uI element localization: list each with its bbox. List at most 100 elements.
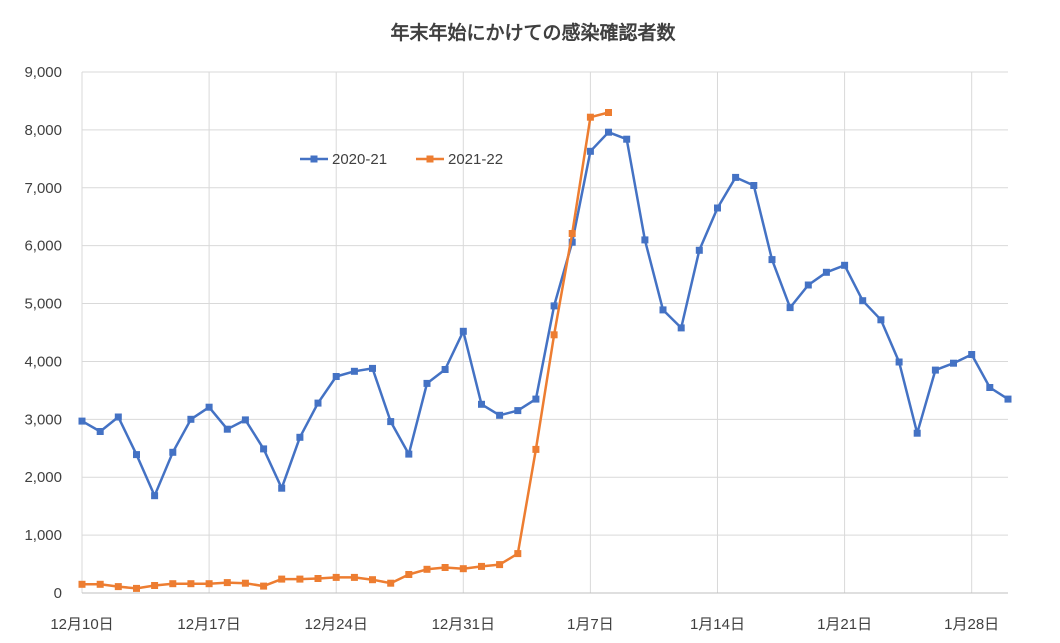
data-point	[223, 425, 231, 433]
data-point	[677, 324, 685, 332]
series-2020-21	[78, 128, 1012, 500]
data-point	[514, 550, 522, 558]
y-tick-label: 4,000	[24, 353, 62, 370]
data-point	[804, 281, 812, 289]
data-point	[96, 428, 104, 435]
data-point	[278, 484, 286, 492]
legend-marker	[426, 155, 434, 163]
data-point	[369, 576, 376, 584]
data-point	[768, 256, 776, 264]
y-tick-label: 8,000	[24, 122, 62, 139]
data-point	[496, 411, 504, 419]
data-point	[532, 395, 540, 403]
series-line	[81, 130, 1009, 497]
data-point	[169, 580, 177, 588]
data-point	[441, 564, 449, 571]
data-point	[877, 316, 885, 324]
data-point	[260, 445, 268, 453]
x-tick-label: 1月7日	[567, 616, 614, 633]
data-point	[350, 573, 358, 581]
data-point	[405, 571, 413, 578]
data-point	[968, 351, 976, 358]
series-line	[82, 111, 609, 590]
data-point	[459, 565, 467, 573]
x-tick-label: 12月24日	[305, 616, 368, 633]
data-point	[223, 579, 231, 587]
data-point	[605, 128, 612, 136]
data-point	[441, 366, 449, 373]
data-point	[822, 268, 830, 276]
series-2021-22	[78, 109, 612, 592]
data-point	[314, 575, 322, 582]
data-point	[532, 445, 540, 453]
data-point	[514, 407, 522, 415]
data-point	[478, 562, 485, 570]
data-point	[568, 230, 576, 237]
data-point	[314, 399, 322, 407]
data-point	[133, 451, 140, 459]
data-point	[423, 379, 431, 387]
data-point	[260, 582, 268, 590]
x-tick-label: 1月14日	[690, 616, 745, 633]
data-point	[605, 109, 612, 116]
data-point	[986, 384, 994, 391]
data-point	[895, 358, 903, 366]
legend-item: 2020-21	[300, 151, 387, 168]
data-point	[786, 304, 794, 312]
data-point	[151, 582, 159, 589]
data-point	[78, 417, 86, 425]
y-tick-label: 1,000	[24, 527, 62, 544]
data-point	[205, 580, 213, 588]
data-point	[114, 413, 122, 421]
y-tick-label: 3,000	[24, 411, 62, 428]
data-point	[96, 580, 104, 588]
y-tick-label: 9,000	[24, 64, 62, 81]
data-point	[950, 359, 957, 367]
data-point	[205, 403, 213, 411]
data-point	[695, 246, 703, 254]
data-point	[151, 492, 159, 500]
x-tick-label: 12月17日	[177, 616, 240, 633]
data-point	[187, 580, 195, 588]
series-layer	[78, 109, 1012, 592]
y-tick-label: 7,000	[24, 180, 62, 197]
data-point	[586, 147, 594, 155]
y-tick-label: 0	[54, 585, 62, 602]
data-point	[296, 433, 304, 441]
y-tick-label: 2,000	[24, 469, 62, 486]
data-point	[350, 367, 358, 375]
data-point	[750, 182, 758, 189]
data-point	[641, 236, 649, 244]
data-point	[387, 579, 395, 587]
data-point	[841, 261, 849, 269]
data-point	[296, 575, 304, 583]
x-tick-label: 1月28日	[944, 616, 999, 633]
data-point	[133, 584, 140, 592]
data-point	[405, 450, 413, 458]
data-point	[241, 579, 249, 587]
data-point	[478, 400, 485, 408]
data-point	[332, 373, 340, 380]
data-point	[659, 306, 667, 314]
data-point	[369, 364, 376, 372]
data-point	[423, 565, 431, 573]
legend-marker	[310, 155, 318, 163]
data-point	[859, 297, 867, 305]
y-tick-label: 6,000	[24, 238, 62, 255]
data-point	[568, 238, 576, 246]
legend-label: 2021-22	[448, 151, 503, 168]
data-point	[278, 575, 286, 583]
data-point	[913, 429, 921, 437]
data-point	[496, 561, 504, 569]
data-point	[550, 302, 558, 310]
x-tick-label: 1月21日	[817, 616, 872, 633]
data-point	[332, 573, 340, 581]
data-point	[187, 415, 195, 423]
x-tick-label: 12月31日	[432, 616, 495, 633]
data-point	[169, 448, 177, 456]
data-point	[78, 580, 86, 588]
gridlines	[82, 71, 1008, 593]
data-point	[550, 331, 558, 339]
